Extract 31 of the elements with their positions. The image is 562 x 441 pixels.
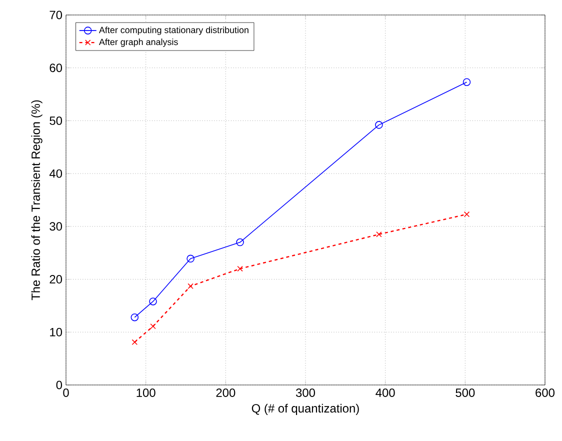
point bbox=[150, 323, 156, 330]
point bbox=[376, 231, 382, 238]
x-axis-title: Q (# of quantization) bbox=[252, 404, 359, 415]
point bbox=[186, 254, 194, 263]
legend-label: After computing stationary distribution bbox=[98, 26, 248, 35]
point bbox=[236, 238, 244, 246]
x-tick-label: 600 bbox=[536, 388, 555, 397]
point bbox=[188, 283, 194, 290]
x-tick-label: 200 bbox=[216, 388, 236, 397]
y-tick-label: 70 bbox=[50, 10, 62, 20]
x-tick-label: 100 bbox=[136, 388, 156, 397]
y-tick-label: 0 bbox=[56, 380, 62, 390]
point bbox=[132, 339, 138, 346]
legend-label: After graph analysis bbox=[98, 38, 178, 47]
point bbox=[375, 121, 383, 129]
x-tick-label: 0 bbox=[63, 388, 69, 397]
y-tick-label: 40 bbox=[49, 169, 62, 178]
point bbox=[149, 298, 157, 306]
y-tick-label: 30 bbox=[50, 222, 62, 231]
point bbox=[237, 266, 243, 272]
point bbox=[130, 313, 139, 322]
y-tick-label: 10 bbox=[50, 328, 62, 336]
y-tick-label: 20 bbox=[50, 275, 62, 284]
point bbox=[462, 78, 471, 86]
x-tick-label: 500 bbox=[456, 388, 475, 397]
point bbox=[464, 211, 470, 218]
x-tick-label: 300 bbox=[296, 388, 316, 397]
y-axis-title: The Ratio of the Transient Region (%) bbox=[31, 100, 42, 300]
y-tick-label: 60 bbox=[50, 64, 62, 72]
y-tick-label: 50 bbox=[50, 116, 62, 125]
x-tick-label: 400 bbox=[376, 388, 395, 397]
